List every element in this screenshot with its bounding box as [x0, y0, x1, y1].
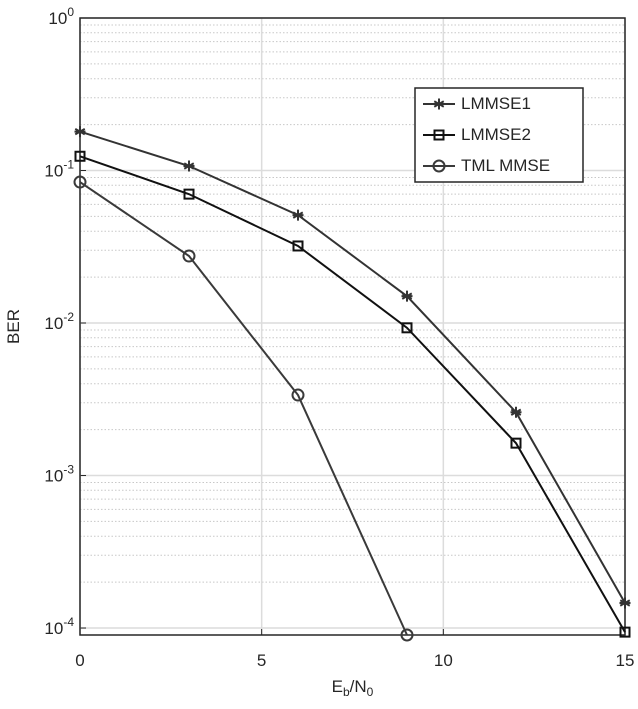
marker — [400, 628, 414, 642]
marker — [74, 150, 86, 162]
legend-label: TML MMSE — [461, 156, 550, 175]
marker — [401, 290, 413, 302]
marker — [74, 126, 86, 138]
marker — [401, 322, 413, 334]
marker — [292, 240, 304, 252]
x-tick-label: 5 — [257, 651, 266, 670]
marker — [619, 597, 631, 609]
marker — [433, 98, 445, 110]
marker — [433, 129, 445, 141]
y-tick-label: 10-4 — [44, 615, 74, 638]
y-tick-label: 10-1 — [44, 158, 74, 181]
x-tick-label: 10 — [434, 651, 453, 670]
legend: LMMSE1 LMMSE2 TML MMSE — [414, 87, 584, 183]
series-line — [79, 155, 626, 633]
x-axis-label: Eb/N0 — [332, 677, 374, 699]
marker — [183, 188, 195, 200]
y-tick-label: 10-3 — [44, 463, 74, 486]
plot-frame — [79, 17, 626, 636]
legend-label: LMMSE1 — [461, 94, 531, 113]
marker — [432, 159, 446, 173]
y-axis-label: BER — [4, 309, 23, 344]
x-tick-label: 15 — [616, 651, 635, 670]
marker — [292, 209, 304, 221]
marker — [73, 175, 87, 189]
series-line — [79, 181, 408, 636]
marker — [291, 388, 305, 402]
series-line — [79, 130, 626, 604]
x-tick-label: 0 — [75, 651, 84, 670]
marker — [619, 626, 631, 638]
y-tick-label: 10-2 — [44, 310, 74, 333]
marker — [182, 249, 196, 263]
y-tick-label: 100 — [48, 5, 74, 28]
marker — [510, 437, 522, 449]
marker — [183, 160, 195, 172]
legend-label: LMMSE2 — [461, 125, 531, 144]
marker — [510, 406, 522, 418]
